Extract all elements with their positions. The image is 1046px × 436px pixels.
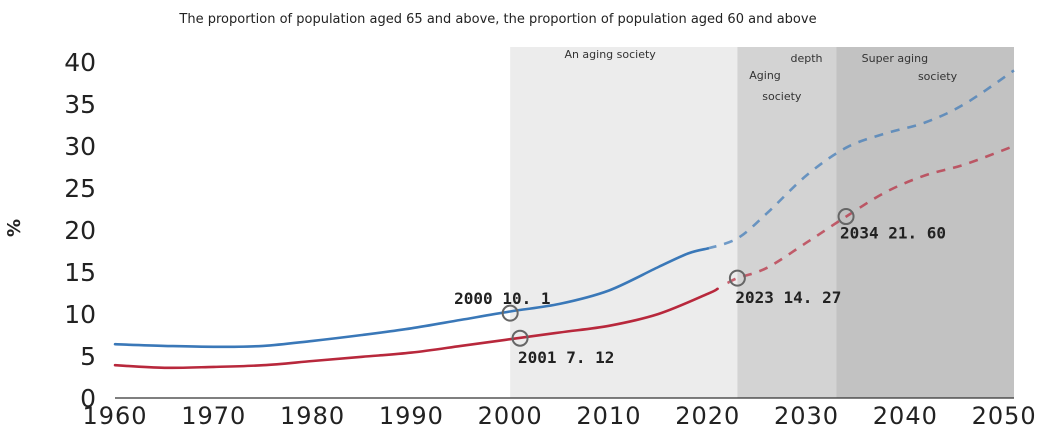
- x-tick-label: 2000: [478, 402, 543, 430]
- annotation-label: 2034 21. 60: [840, 224, 946, 243]
- axes: 0 5 10 15 20 25 30 35 40 1960 1970 1980 1990 2000 2010…: [64, 48, 1037, 430]
- x-tick-label: 2010: [576, 402, 641, 430]
- chart-title: The proportion of population aged 65 and…: [178, 12, 816, 27]
- y-tick-label: 30: [64, 132, 96, 161]
- y-tick-label: 40: [64, 48, 96, 77]
- y-tick-label: 0: [80, 384, 96, 413]
- y-tick-label: 10: [64, 300, 96, 329]
- x-tick-label: 2030: [774, 402, 839, 430]
- x-tick-label: 1970: [181, 402, 246, 430]
- x-tick-label: 2050: [972, 402, 1037, 430]
- band-label: society: [918, 70, 958, 83]
- annotation-label: 2000 10. 1: [454, 289, 550, 308]
- y-tick-label: 25: [64, 174, 96, 203]
- x-tick-label: 2020: [675, 402, 740, 430]
- band-label: Super aging: [862, 52, 928, 65]
- y-axis-label: %: [4, 219, 25, 237]
- annotation-label: 2023 14. 27: [735, 288, 841, 307]
- series-1-actual-line: [113, 247, 709, 349]
- x-tick-label: 1960: [82, 402, 147, 430]
- band-label: An aging society: [564, 48, 656, 61]
- aging-band-3: [836, 47, 1014, 398]
- aging-stage-bands: An aging society depth Aging society Super a…: [510, 47, 1014, 398]
- band-label: depth: [791, 52, 823, 65]
- band-label: society: [762, 90, 802, 103]
- annotation-marker: [728, 269, 746, 287]
- x-tick-label: 1980: [280, 402, 345, 430]
- y-tick-label: 5: [80, 342, 96, 371]
- x-tick-label: 2040: [873, 402, 938, 430]
- annotation-marker: [501, 304, 519, 322]
- y-tick-label: 15: [64, 258, 96, 287]
- annotation-marker: [511, 329, 529, 347]
- aging-band-1: [510, 47, 738, 398]
- aging-band-2: [737, 47, 837, 398]
- annotation-marker: [837, 208, 855, 226]
- band-label: Aging: [749, 69, 781, 82]
- y-tick-label: 35: [64, 90, 96, 119]
- series-1-projected-line: [707, 69, 1015, 250]
- annotation-label: 2001 7. 12: [518, 348, 614, 367]
- series-2-actual-line: [113, 287, 719, 370]
- annotations: 2000 10. 1 2001 7. 12 2023 14. 27 2034 21. …: [454, 208, 946, 367]
- y-tick-label: 20: [64, 216, 96, 245]
- x-tick-label: 1990: [379, 402, 444, 430]
